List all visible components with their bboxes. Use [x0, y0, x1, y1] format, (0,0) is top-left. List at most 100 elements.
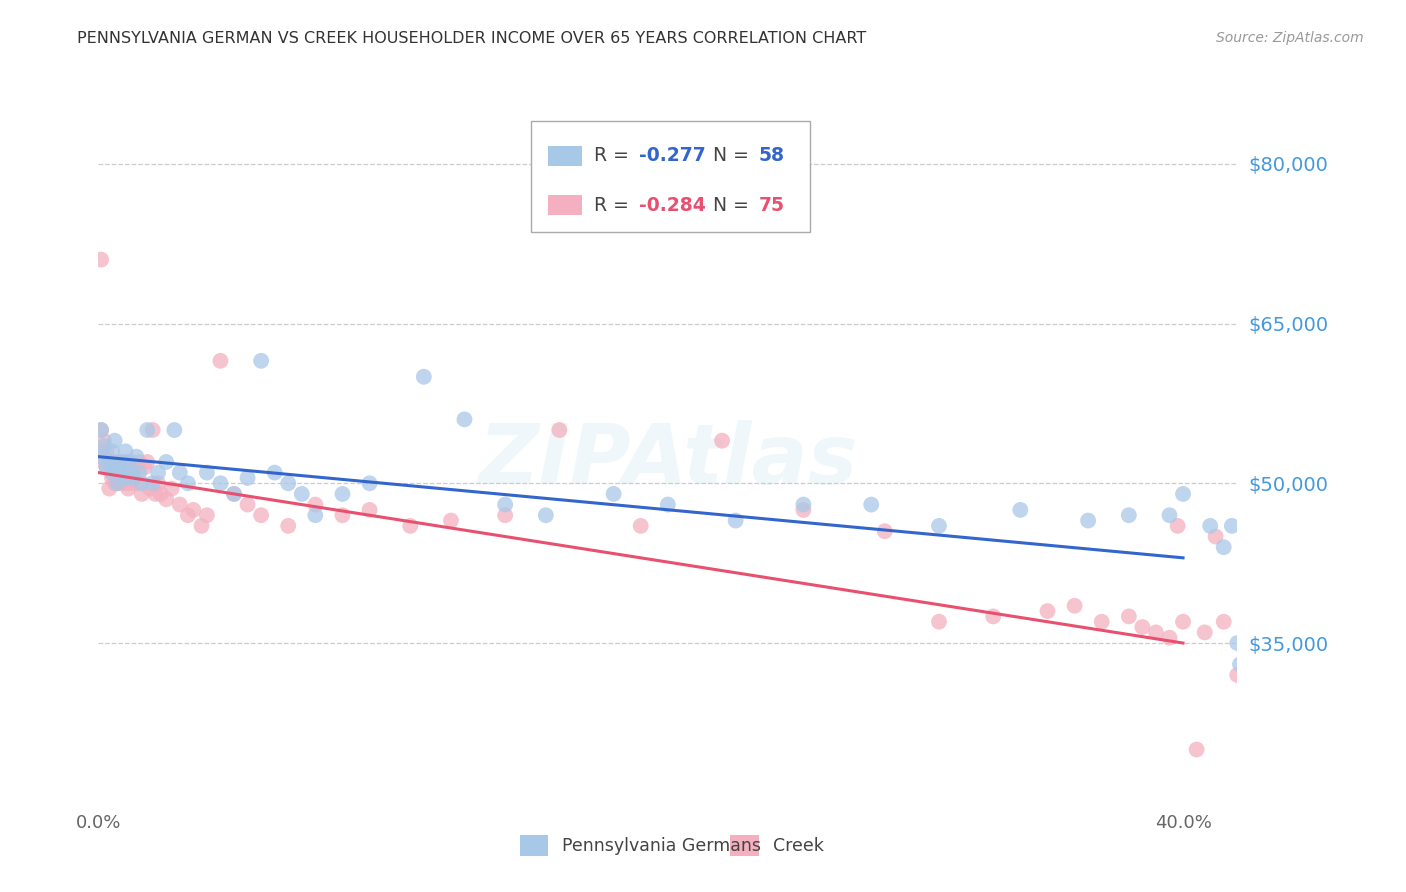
Point — [412, 369, 434, 384]
Point — [111, 466, 134, 480]
Point — [108, 455, 131, 469]
Point — [873, 524, 896, 539]
Point — [104, 434, 127, 448]
Bar — [731, 835, 759, 856]
Text: ZIPAtlas: ZIPAtlas — [478, 420, 858, 500]
Point — [101, 444, 124, 458]
Point — [111, 466, 134, 480]
Point — [494, 498, 516, 512]
Point — [1185, 742, 1208, 756]
Point — [145, 487, 167, 501]
Text: N =: N = — [713, 146, 755, 165]
Bar — [520, 835, 548, 856]
Text: Creek: Creek — [773, 837, 824, 855]
Point — [136, 423, 159, 437]
Point — [1171, 487, 1194, 501]
Point — [93, 455, 115, 469]
Point — [146, 476, 169, 491]
Point — [190, 519, 212, 533]
Point — [792, 498, 814, 512]
Point — [90, 423, 112, 437]
Point — [222, 487, 245, 501]
Point — [1036, 604, 1059, 618]
Point — [981, 609, 1004, 624]
Text: PENNSYLVANIA GERMAN VS CREEK HOUSEHOLDER INCOME OVER 65 YEARS CORRELATION CHART: PENNSYLVANIA GERMAN VS CREEK HOUSEHOLDER… — [77, 31, 866, 46]
Text: -0.277: -0.277 — [640, 146, 706, 165]
Point — [146, 466, 169, 480]
Point — [155, 492, 177, 507]
Point — [1118, 609, 1140, 624]
Point — [657, 498, 679, 512]
Point — [155, 455, 177, 469]
Point — [399, 519, 422, 533]
Point — [277, 519, 299, 533]
Point — [177, 476, 200, 491]
Text: N =: N = — [713, 196, 755, 215]
Point — [1212, 615, 1234, 629]
Point — [359, 503, 381, 517]
Point — [724, 514, 747, 528]
Point — [128, 455, 150, 469]
Point — [263, 466, 285, 480]
Point — [630, 519, 652, 533]
Text: Pennsylvania Germans: Pennsylvania Germans — [562, 837, 761, 855]
Point — [101, 466, 124, 480]
Point — [195, 466, 218, 480]
Point — [1159, 508, 1181, 523]
Point — [107, 460, 129, 475]
Text: Source: ZipAtlas.com: Source: ZipAtlas.com — [1216, 31, 1364, 45]
Point — [107, 476, 129, 491]
Point — [332, 508, 354, 523]
Point — [160, 482, 183, 496]
Point — [90, 450, 112, 464]
Point — [98, 455, 121, 469]
Point — [359, 476, 381, 491]
Point — [453, 412, 475, 426]
Point — [108, 471, 131, 485]
Point — [114, 476, 136, 491]
Point — [304, 508, 326, 523]
Point — [1205, 529, 1227, 543]
Point — [107, 460, 129, 475]
Text: R =: R = — [593, 196, 634, 215]
Point — [108, 455, 131, 469]
Point — [104, 476, 127, 491]
Point — [209, 476, 232, 491]
Point — [548, 423, 571, 437]
Point — [96, 444, 118, 458]
Text: -0.284: -0.284 — [640, 196, 706, 215]
Point — [1212, 540, 1234, 554]
Point — [122, 471, 145, 485]
Point — [209, 353, 232, 368]
Point — [928, 519, 950, 533]
Text: 58: 58 — [759, 146, 785, 165]
Point — [131, 476, 153, 491]
Text: 75: 75 — [759, 196, 785, 215]
Point — [120, 455, 142, 469]
Point — [1077, 514, 1099, 528]
Bar — [531, 121, 810, 232]
Point — [136, 455, 159, 469]
Point — [117, 455, 139, 469]
Point — [117, 482, 139, 496]
Point — [860, 498, 883, 512]
Point — [183, 503, 205, 517]
Point — [120, 466, 142, 480]
Point — [928, 615, 950, 629]
Point — [250, 353, 273, 368]
Point — [169, 466, 191, 480]
Point — [125, 450, 148, 464]
Point — [111, 476, 134, 491]
Point — [90, 423, 112, 437]
Point — [120, 476, 142, 491]
Point — [1171, 615, 1194, 629]
Point — [1063, 599, 1085, 613]
Point — [134, 460, 156, 475]
Point — [125, 476, 148, 491]
Point — [114, 471, 136, 485]
Point — [1167, 519, 1189, 533]
Point — [96, 460, 118, 475]
Point — [1194, 625, 1216, 640]
Point — [107, 476, 129, 491]
Point — [1229, 657, 1251, 672]
